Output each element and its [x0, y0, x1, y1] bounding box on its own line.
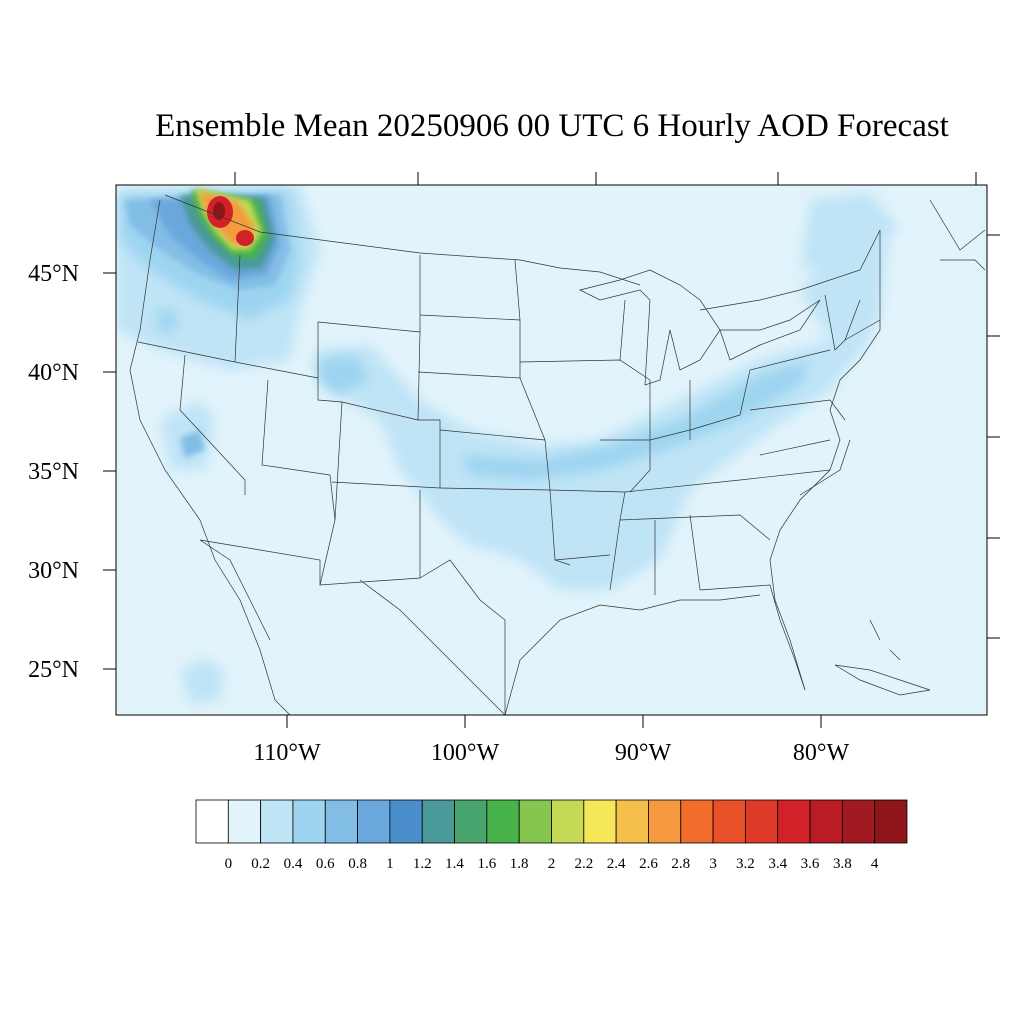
colorbar-label: 0.2 — [251, 856, 270, 872]
colorbar-swatch — [583, 799, 617, 844]
colorbar-label: 4 — [871, 856, 879, 872]
colorbar-label: 2.4 — [607, 856, 626, 872]
colorbar-label: 3.6 — [801, 856, 820, 872]
colorbar-label: 2.6 — [639, 856, 658, 872]
colorbar-label: 3 — [709, 856, 717, 872]
colorbar-swatch — [357, 799, 391, 844]
colorbar-swatch — [421, 799, 455, 844]
colorbar-swatch — [712, 799, 746, 844]
colorbar-swatch — [615, 799, 649, 844]
colorbar-label: 1.2 — [413, 856, 432, 872]
colorbar-label: 2.8 — [671, 856, 690, 872]
colorbar-labels: 0 0.2 0.4 0.6 0.8 1 1.2 1.4 1.6 1.8 2 2.2 2.4 2.6 2.8 3… — [225, 856, 879, 872]
colorbar-swatch — [745, 799, 779, 844]
colorbar-swatch — [809, 799, 843, 844]
colorbar-label: 3.8 — [833, 856, 852, 872]
colorbar-label: 0 — [225, 856, 233, 872]
colorbar-swatch — [227, 799, 262, 844]
lat-label-30n: 30°N — [28, 558, 79, 584]
colorbar-swatch — [518, 799, 552, 844]
colorbar-swatch — [777, 799, 811, 844]
colorbar-swatch — [841, 799, 876, 844]
map-ticks — [103, 172, 1000, 728]
colorbar-label: 1.8 — [510, 856, 529, 872]
lat-label-40n: 40°N — [28, 360, 79, 386]
lat-label-35n: 35°N — [28, 459, 79, 485]
colorbar-swatch — [454, 799, 488, 844]
lon-label-90w: 90°W — [615, 740, 672, 766]
lat-label-25n: 25°N — [28, 657, 79, 683]
map-title: Ensemble Mean 20250906 00 UTC 6 Hourly A… — [155, 108, 949, 144]
lon-label-110w: 110°W — [253, 740, 321, 766]
colorbar-swatch — [486, 799, 520, 844]
colorbar — [195, 799, 908, 844]
colorbar-label: 2 — [548, 856, 556, 872]
colorbar-swatch — [292, 799, 326, 844]
colorbar-swatch — [260, 799, 294, 844]
lon-label-100w: 100°W — [431, 740, 500, 766]
state-borders — [129, 194, 986, 715]
colorbar-label: 1 — [386, 856, 394, 872]
lon-label-80w: 80°W — [793, 740, 850, 766]
colorbar-swatch — [551, 799, 585, 844]
colorbar-label: 1.6 — [477, 856, 496, 872]
colorbar-swatch — [324, 799, 358, 844]
map-frame — [115, 184, 988, 716]
colorbar-label: 0.6 — [316, 856, 335, 872]
colorbar-swatch — [680, 799, 714, 844]
colorbar-label: 3.4 — [768, 856, 787, 872]
colorbar-label: 0.8 — [348, 856, 367, 872]
aod-field — [116, 186, 900, 705]
colorbar-swatch — [389, 799, 423, 844]
colorbar-label: 3.2 — [736, 856, 755, 872]
colorbar-swatch — [874, 799, 908, 844]
lat-label-45n: 45°N — [28, 261, 79, 287]
colorbar-swatch — [648, 799, 682, 844]
colorbar-label: 2.2 — [574, 856, 593, 872]
colorbar-label: 1.4 — [445, 856, 464, 872]
colorbar-label: 0.4 — [284, 856, 303, 872]
colorbar-swatch — [195, 799, 229, 844]
